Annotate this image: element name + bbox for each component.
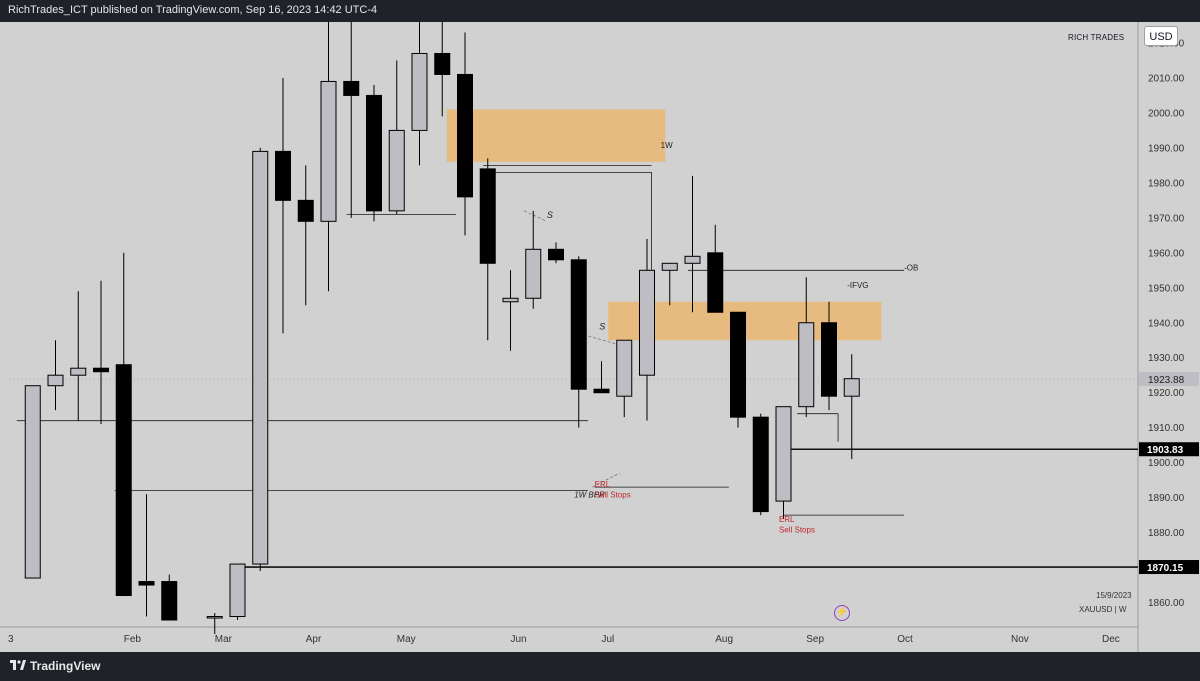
candle[interactable] — [275, 150, 291, 201]
footer-bar: TradingView — [0, 652, 1200, 681]
dashed-line — [592, 472, 620, 488]
annotation-label: ERL — [779, 515, 795, 524]
y-tick-label: 1890.00 — [1148, 493, 1185, 504]
annotation-label: -OB — [904, 263, 918, 272]
publication-title: RichTrades_ICT published on TradingView.… — [8, 4, 378, 16]
level-price-label-2: 1870.15 — [1147, 563, 1184, 574]
current-price-label: 1923.88 — [1148, 375, 1185, 386]
candle[interactable] — [320, 80, 337, 222]
x-tick-label: Nov — [1011, 634, 1029, 645]
y-tick-label: 1980.00 — [1148, 178, 1185, 189]
candle[interactable] — [411, 52, 428, 131]
candle[interactable] — [684, 255, 701, 264]
candle[interactable] — [730, 311, 746, 418]
y-tick-label: 2000.00 — [1148, 108, 1185, 119]
dashed-line — [523, 210, 548, 222]
x-tick-label: Mar — [215, 634, 233, 645]
y-tick-label: 1900.00 — [1148, 458, 1185, 469]
candle[interactable] — [24, 385, 41, 579]
candle[interactable] — [434, 52, 451, 75]
level-price-label-1: 1903.83 — [1147, 445, 1184, 456]
tradingview-logo-icon[interactable] — [10, 660, 26, 672]
candle[interactable] — [661, 262, 678, 271]
y-tick-label: 1930.00 — [1148, 353, 1185, 364]
annotation-label: Sell Stops — [779, 526, 815, 535]
candle[interactable] — [821, 322, 837, 397]
y-tick-label: 2010.00 — [1148, 73, 1185, 84]
x-tick-label: Oct — [897, 634, 913, 645]
y-tick-label: 1860.00 — [1148, 598, 1185, 609]
currency-button[interactable]: USD — [1144, 26, 1178, 46]
x-tick-label: Aug — [715, 634, 733, 645]
candle[interactable] — [752, 416, 769, 513]
candle[interactable] — [366, 94, 382, 212]
candlestick-chart[interactable]: 1W -OB -IFVG 1W BPR ERL Sell Stops ERL Sell Sto… — [0, 22, 1200, 652]
annotation-label: ERL — [595, 480, 611, 489]
x-tick-label: Feb — [124, 634, 142, 645]
annotation-label: S — [547, 210, 553, 220]
candle[interactable] — [479, 168, 496, 264]
symbol-label: XAUUSD | W — [1079, 605, 1127, 614]
candle[interactable] — [798, 322, 815, 408]
annotation-label: 1W — [661, 141, 673, 150]
candle[interactable] — [548, 248, 564, 261]
y-tick-label: 1990.00 — [1148, 143, 1185, 154]
current-price-tag — [1139, 372, 1199, 387]
y-tick-label: 1910.00 — [1148, 423, 1185, 434]
candle[interactable] — [388, 129, 405, 212]
candle[interactable] — [161, 581, 178, 621]
zone-1 — [446, 109, 666, 162]
publication-header: RichTrades_ICT published on TradingView.… — [0, 0, 1200, 22]
candle[interactable] — [115, 364, 132, 597]
x-tick-label: Jun — [511, 634, 527, 645]
x-tick-label: Dec — [1102, 634, 1120, 645]
y-tick-label: 1970.00 — [1148, 213, 1185, 224]
candle[interactable] — [707, 252, 724, 313]
y-tick-label: 1960.00 — [1148, 248, 1185, 259]
x-tick-label: Apr — [306, 634, 322, 645]
x-tick-label: 3 — [8, 634, 14, 645]
x-tick-label: Jul — [602, 634, 615, 645]
candle[interactable] — [70, 367, 87, 376]
candle[interactable] — [502, 297, 519, 303]
candle[interactable] — [206, 616, 223, 619]
lightning-icon[interactable]: ⚡ — [834, 605, 850, 621]
candle[interactable] — [775, 406, 792, 502]
candle[interactable] — [138, 581, 155, 586]
candle[interactable] — [843, 378, 860, 397]
annotation-label: Sell Stops — [595, 491, 631, 500]
footer-brand: TradingView — [30, 659, 101, 673]
level-price-tag-2 — [1139, 560, 1199, 575]
x-tick-label: Sep — [806, 634, 824, 645]
annotation-label: S — [599, 322, 605, 332]
candle[interactable] — [570, 259, 587, 390]
candle[interactable] — [457, 73, 473, 198]
y-tick-label: 1950.00 — [1148, 283, 1185, 294]
candle[interactable] — [525, 248, 542, 299]
price-axis[interactable] — [1138, 22, 1200, 652]
annotation-label: -IFVG — [847, 281, 868, 290]
time-axis[interactable] — [0, 627, 1138, 652]
annotation-label: 1W BPR — [574, 491, 605, 500]
candle[interactable] — [616, 339, 633, 397]
y-tick-label: 1880.00 — [1148, 528, 1185, 539]
candle[interactable] — [639, 269, 655, 376]
candle[interactable] — [93, 367, 109, 373]
bar-date: 15/9/2023 — [1096, 591, 1132, 600]
candle[interactable] — [47, 374, 64, 387]
candle[interactable] — [229, 563, 246, 618]
y-tick-label: 1940.00 — [1148, 318, 1185, 329]
x-tick-label: May — [397, 634, 416, 645]
y-tick-label: 1920.00 — [1148, 388, 1185, 399]
candle[interactable] — [593, 388, 610, 394]
watermark-label: RICH TRADES — [1068, 33, 1125, 42]
candle[interactable] — [297, 199, 314, 222]
level-price-tag-1 — [1139, 442, 1199, 457]
candle[interactable] — [252, 150, 269, 565]
candle[interactable] — [343, 80, 360, 96]
